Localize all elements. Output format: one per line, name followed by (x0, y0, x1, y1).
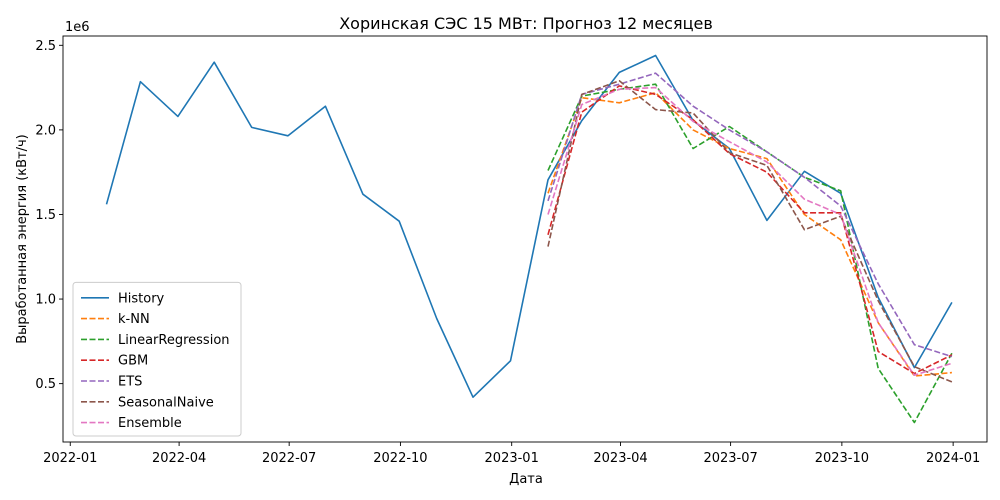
legend-label: ETS (118, 375, 142, 390)
legend-label: History (118, 291, 165, 306)
series-layer (105, 54, 953, 424)
x-axis-label: Дата (509, 472, 543, 487)
x-axis: 2022-01 2022-04 2022-07 2022-10 2023-01 2023-… (43, 442, 980, 466)
y-axis-label: Выработанная энергия (кВт/ч) (15, 134, 30, 344)
legend: History k-NN LinearRegression GBM ETS Seasona… (72, 281, 242, 437)
y-axis-multiplier: 1e6 (65, 20, 90, 35)
y-tick-label: 2.5 (35, 39, 56, 54)
series-line-ets (547, 72, 953, 358)
y-tick-label: 1.5 (35, 208, 56, 223)
x-tick-label: 2022-10 (373, 451, 427, 466)
y-tick-label: 2.0 (35, 123, 56, 138)
axes-frame (62, 35, 988, 443)
chart-title: Хоринская СЭС 15 МВт: Прогноз 12 месяцев (339, 14, 713, 33)
legend-label: GBM (118, 354, 148, 369)
series-line-gbm (547, 85, 953, 375)
y-axis: 0.5 1.0 1.5 2.0 2.5 (35, 39, 63, 392)
legend-label: Ensemble (118, 416, 182, 431)
legend-label: SeasonalNaive (118, 395, 214, 410)
series-line-seasonalnaive (547, 80, 953, 383)
legend-label: k-NN (118, 312, 150, 327)
x-tick-label: 2022-07 (262, 451, 316, 466)
series-line-ensemble (547, 86, 953, 377)
plot-area (62, 35, 988, 443)
legend-box (72, 281, 242, 437)
series-line-history (105, 54, 953, 399)
x-tick-label: 2022-04 (152, 451, 206, 466)
x-tick-label: 2023-07 (703, 451, 757, 466)
x-tick-label: 2023-01 (485, 451, 539, 466)
x-tick-label: 2023-10 (815, 451, 869, 466)
y-tick-label: 0.5 (35, 377, 56, 392)
x-tick-label: 2024-01 (926, 451, 980, 466)
legend-label: LinearRegression (118, 333, 230, 348)
x-tick-label: 2023-04 (593, 451, 647, 466)
y-tick-label: 1.0 (35, 293, 56, 308)
x-tick-label: 2022-01 (43, 451, 97, 466)
